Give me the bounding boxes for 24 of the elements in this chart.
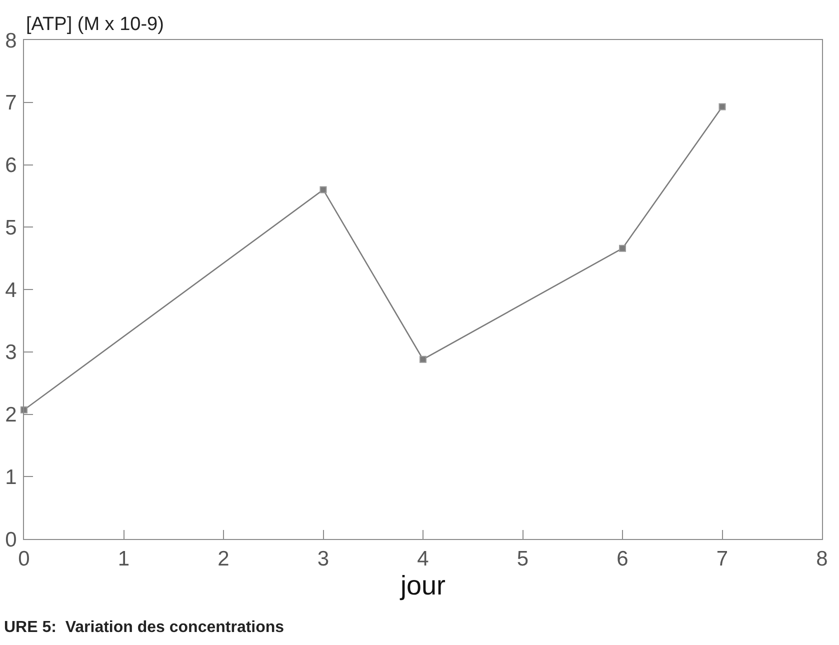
y-tick-label: 6 (5, 154, 17, 178)
x-tick-label: 6 (616, 547, 628, 570)
x-tick-label: 5 (516, 547, 529, 570)
x-tick-label: 1 (118, 547, 130, 570)
y-tick-label: 7 (5, 92, 17, 115)
x-tick-label: 3 (317, 547, 330, 570)
y-tick-label: 5 (5, 216, 17, 240)
point (420, 356, 426, 363)
y-tick-label: 4 (5, 278, 18, 302)
x-tick-label: 2 (218, 547, 230, 570)
x-tick-label: 7 (716, 547, 728, 570)
x-tick-label: 4 (417, 547, 430, 570)
y-tick-label: 2 (5, 404, 17, 427)
x-tick-label: 8 (816, 547, 828, 570)
x-axis-title: jour (399, 570, 446, 601)
y-tick-label: 3 (5, 341, 17, 364)
y-tick-label: 0 (5, 528, 17, 552)
y-tick-label: 8 (5, 29, 17, 52)
y-tick-label: 1 (5, 466, 17, 489)
text: URE 5: Variation des concentrations (4, 619, 284, 636)
y-axis-title: [ATP] (M x 10-9) (26, 14, 164, 35)
point (320, 186, 327, 194)
point (619, 244, 626, 252)
point (718, 103, 726, 110)
